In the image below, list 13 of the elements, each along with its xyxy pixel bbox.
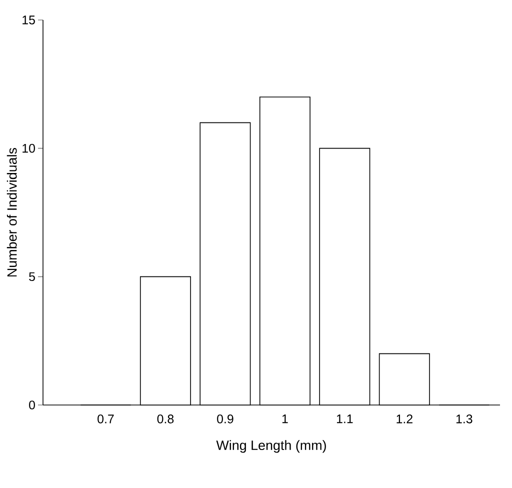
x-axis-title: Wing Length (mm) (216, 440, 326, 453)
y-tick-label: 15 (22, 16, 35, 24)
x-tick-label: 0.8 (157, 414, 174, 424)
y-axis-title: Number of Individuals (6, 148, 17, 276)
y-tick-label: 10 (22, 144, 35, 153)
x-tick-label: 0.7 (98, 414, 114, 424)
y-tick-label: 5 (29, 272, 35, 282)
x-tick-label: 1.1 (336, 414, 353, 424)
x-tick-label: 1.2 (396, 414, 412, 424)
x-tick-label: 1 (282, 414, 288, 424)
x-tick-label: 1.3 (456, 414, 472, 424)
y-tick-label: 0 (29, 400, 35, 410)
x-tick-label: 0.9 (217, 414, 234, 424)
